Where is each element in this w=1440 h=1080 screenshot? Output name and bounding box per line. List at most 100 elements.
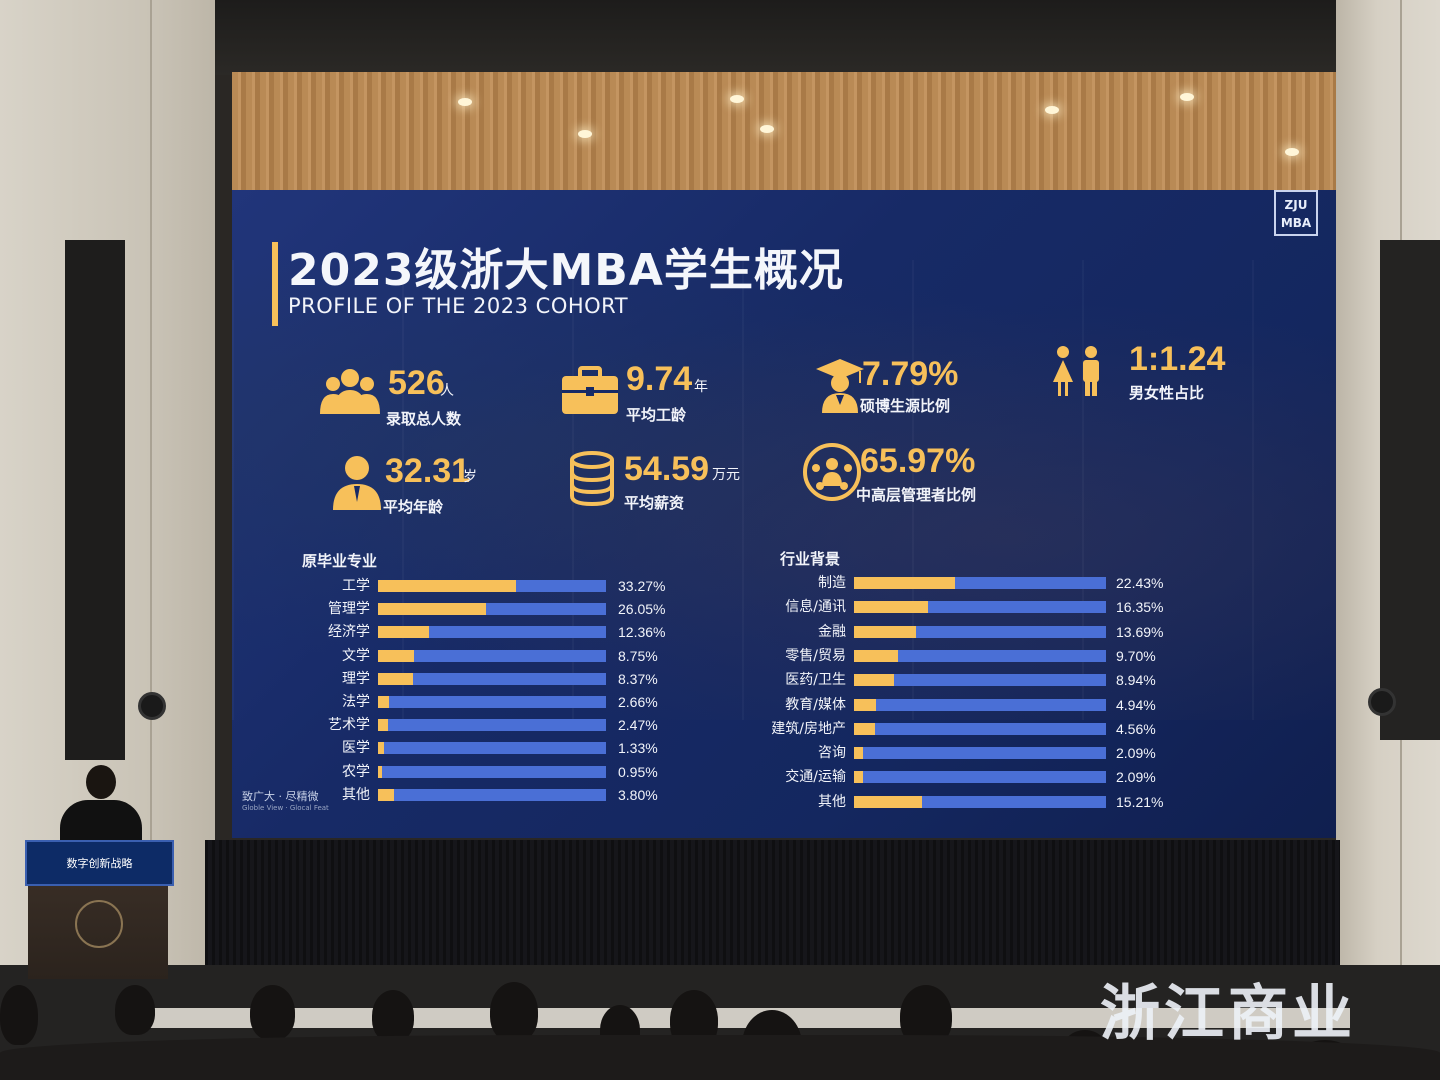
wood-panel xyxy=(232,72,1336,212)
ceiling-light xyxy=(1045,106,1059,114)
bar-value-label: 16.35% xyxy=(1116,599,1164,616)
bar-value-label: 22.43% xyxy=(1116,575,1164,591)
bar-category-label: 咨询 xyxy=(818,745,846,762)
bar-category-label: 法学 xyxy=(342,694,370,710)
bar-category-label: 艺术学 xyxy=(328,717,370,734)
bar-category-label: 交通/运输 xyxy=(785,769,846,786)
bar-value-label: 4.56% xyxy=(1116,720,1156,737)
university-seal-icon xyxy=(75,900,123,948)
bar-track xyxy=(378,580,606,592)
stat-label: 平均年龄 xyxy=(383,498,444,516)
stat-label: 男女性占比 xyxy=(1129,384,1205,402)
bar-category-label: 文学 xyxy=(342,647,370,664)
bar-track xyxy=(854,649,1106,662)
bar-row: 信息/通讯 16.35% xyxy=(785,597,1163,617)
projection-screen: ZJU MBA 2023级浙大MBA学生概况 PROFILE OF THE 20… xyxy=(232,190,1336,838)
bar-category-label: 其他 xyxy=(342,786,370,803)
bar-row: 医学 1.33% xyxy=(342,738,658,758)
bar-row: 制造 22.43% xyxy=(818,573,1163,593)
manager-network-icon xyxy=(803,443,861,501)
stat-value: 65.97% xyxy=(860,442,976,480)
bar-row: 艺术学 2.47% xyxy=(328,715,658,735)
stat-label: 平均工龄 xyxy=(626,406,687,424)
bar-row: 医药/卫生 8.94% xyxy=(785,670,1155,690)
bar-value-label: 13.69% xyxy=(1116,623,1164,640)
bar-track xyxy=(378,696,606,708)
logo-line1: ZJU xyxy=(1284,198,1308,212)
bar-value-label: 12.36% xyxy=(618,624,666,641)
bar xyxy=(378,719,389,732)
bar-track xyxy=(378,672,606,685)
page-title: 2023级浙大MBA学生概况 xyxy=(288,245,844,296)
bar-value-label: 2.09% xyxy=(1116,745,1156,762)
bar-value-label: 2.47% xyxy=(618,717,658,734)
bar xyxy=(854,577,955,589)
bar-row: 工学 33.27% xyxy=(342,576,665,596)
bar xyxy=(854,795,923,808)
bar-category-label: 农学 xyxy=(342,763,370,780)
ceiling-light xyxy=(1285,148,1299,156)
bar-track xyxy=(378,765,606,778)
bar xyxy=(378,765,382,778)
stat-manager-ratio: 65.97% 中高层管理者比例 xyxy=(802,442,1062,512)
people-group-icon xyxy=(320,369,380,414)
bar-value-label: 33.27% xyxy=(618,578,666,594)
bar-category-label: 信息/通讯 xyxy=(785,599,846,616)
bar-row: 管理学 26.05% xyxy=(328,599,665,619)
bar-row: 金融 13.69% xyxy=(818,622,1163,642)
bar xyxy=(378,580,516,592)
bar-category-label: 其他 xyxy=(818,793,846,810)
bar-row: 其他 3.80% xyxy=(342,785,658,805)
stat-average-salary: 54.59 万元 平均薪资 xyxy=(566,450,786,520)
stat-label: 硕博生源比例 xyxy=(860,397,951,415)
bar-category-label: 理学 xyxy=(342,670,370,687)
page-subtitle: PROFILE OF THE 2023 COHORT xyxy=(288,294,629,318)
wall-seam xyxy=(150,0,152,1000)
podium-sign: 数字创新战略 xyxy=(25,840,174,886)
stat-value: 9.74 xyxy=(626,360,693,398)
bar xyxy=(854,674,895,687)
bar-category-label: 建筑/房地产 xyxy=(771,720,846,737)
ceiling xyxy=(0,0,1440,75)
stat-label: 平均薪资 xyxy=(624,494,685,512)
bar xyxy=(378,626,430,639)
bar-track xyxy=(854,674,1106,687)
bar-row: 理学 8.37% xyxy=(342,669,658,689)
stat-value: 7.79% xyxy=(862,355,959,393)
bar-row: 其他 15.21% xyxy=(818,792,1163,812)
room-logo: 浙江商业 xyxy=(1100,979,1356,1049)
bar xyxy=(854,771,864,784)
logo-line2: MBA xyxy=(1280,216,1312,230)
bar-row: 教育/媒体 4.94% xyxy=(785,695,1155,715)
bar xyxy=(378,603,486,616)
bar-row: 咨询 2.09% xyxy=(818,743,1156,763)
bar-row: 交通/运输 2.09% xyxy=(785,767,1155,787)
camera-icon xyxy=(1368,688,1396,716)
bar xyxy=(854,601,928,614)
slogan-en: Globle View · Glocal Feat xyxy=(242,804,329,812)
stage-edge xyxy=(150,1008,1350,1028)
wall-panel xyxy=(65,240,125,760)
bar xyxy=(854,649,898,662)
graduate-icon xyxy=(816,359,864,413)
male-female-icon xyxy=(1053,346,1099,396)
stat-value: 526 xyxy=(388,364,445,402)
stat-enrollment: 526 人 录取总人数 xyxy=(320,362,520,432)
bar-category-label: 教育/媒体 xyxy=(785,696,846,713)
stat-value: 1:1.24 xyxy=(1129,340,1226,378)
bar-category-label: 经济学 xyxy=(328,624,370,641)
audience-head xyxy=(372,990,414,1042)
bar xyxy=(378,742,384,755)
bar-value-label: 8.37% xyxy=(618,670,658,687)
bar-category-label: 工学 xyxy=(342,578,370,594)
bar-track xyxy=(378,626,606,639)
wall-panel xyxy=(1380,240,1440,740)
audience-row xyxy=(0,1035,1440,1080)
bar-track xyxy=(378,742,606,755)
slogan-cn: 致广大 · 尽精微 xyxy=(242,790,319,803)
industry-chart-title: 行业背景 xyxy=(780,550,841,568)
coin-stack-icon xyxy=(570,451,614,507)
bar-track xyxy=(854,795,1106,808)
bar xyxy=(854,698,877,711)
bar-track xyxy=(378,719,606,732)
